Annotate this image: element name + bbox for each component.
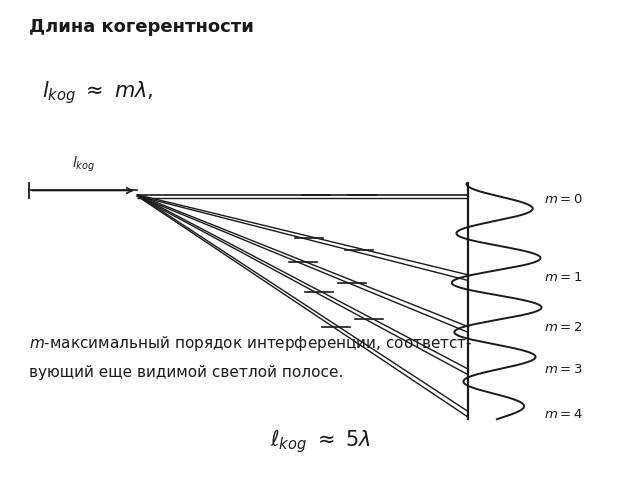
Text: $m=1$: $m=1$ — [544, 271, 582, 284]
Text: $l_{\mathit{kog}}$: $l_{\mathit{kog}}$ — [72, 155, 95, 174]
Text: $m=3$: $m=3$ — [544, 363, 583, 376]
Text: Длина когерентности: Длина когерентности — [29, 18, 254, 36]
Text: $m=0$: $m=0$ — [544, 193, 583, 206]
Text: вующий еще видимой светлой полосе.: вующий еще видимой светлой полосе. — [29, 365, 344, 380]
Text: $m=2$: $m=2$ — [544, 321, 582, 334]
Text: $l_{\mathit{kog}}\ \approx\ m\lambda,$: $l_{\mathit{kog}}\ \approx\ m\lambda,$ — [42, 80, 154, 107]
Text: $\mathbf{\mathit{m}}$-максимальный порядок интерференции, соответст-: $\mathbf{\mathit{m}}$-максимальный поряд… — [29, 335, 473, 353]
Text: $m=4$: $m=4$ — [544, 408, 583, 421]
Text: $\ell_{\mathit{kog}}\ \approx\ 5\lambda$: $\ell_{\mathit{kog}}\ \approx\ 5\lambda$ — [269, 429, 371, 456]
